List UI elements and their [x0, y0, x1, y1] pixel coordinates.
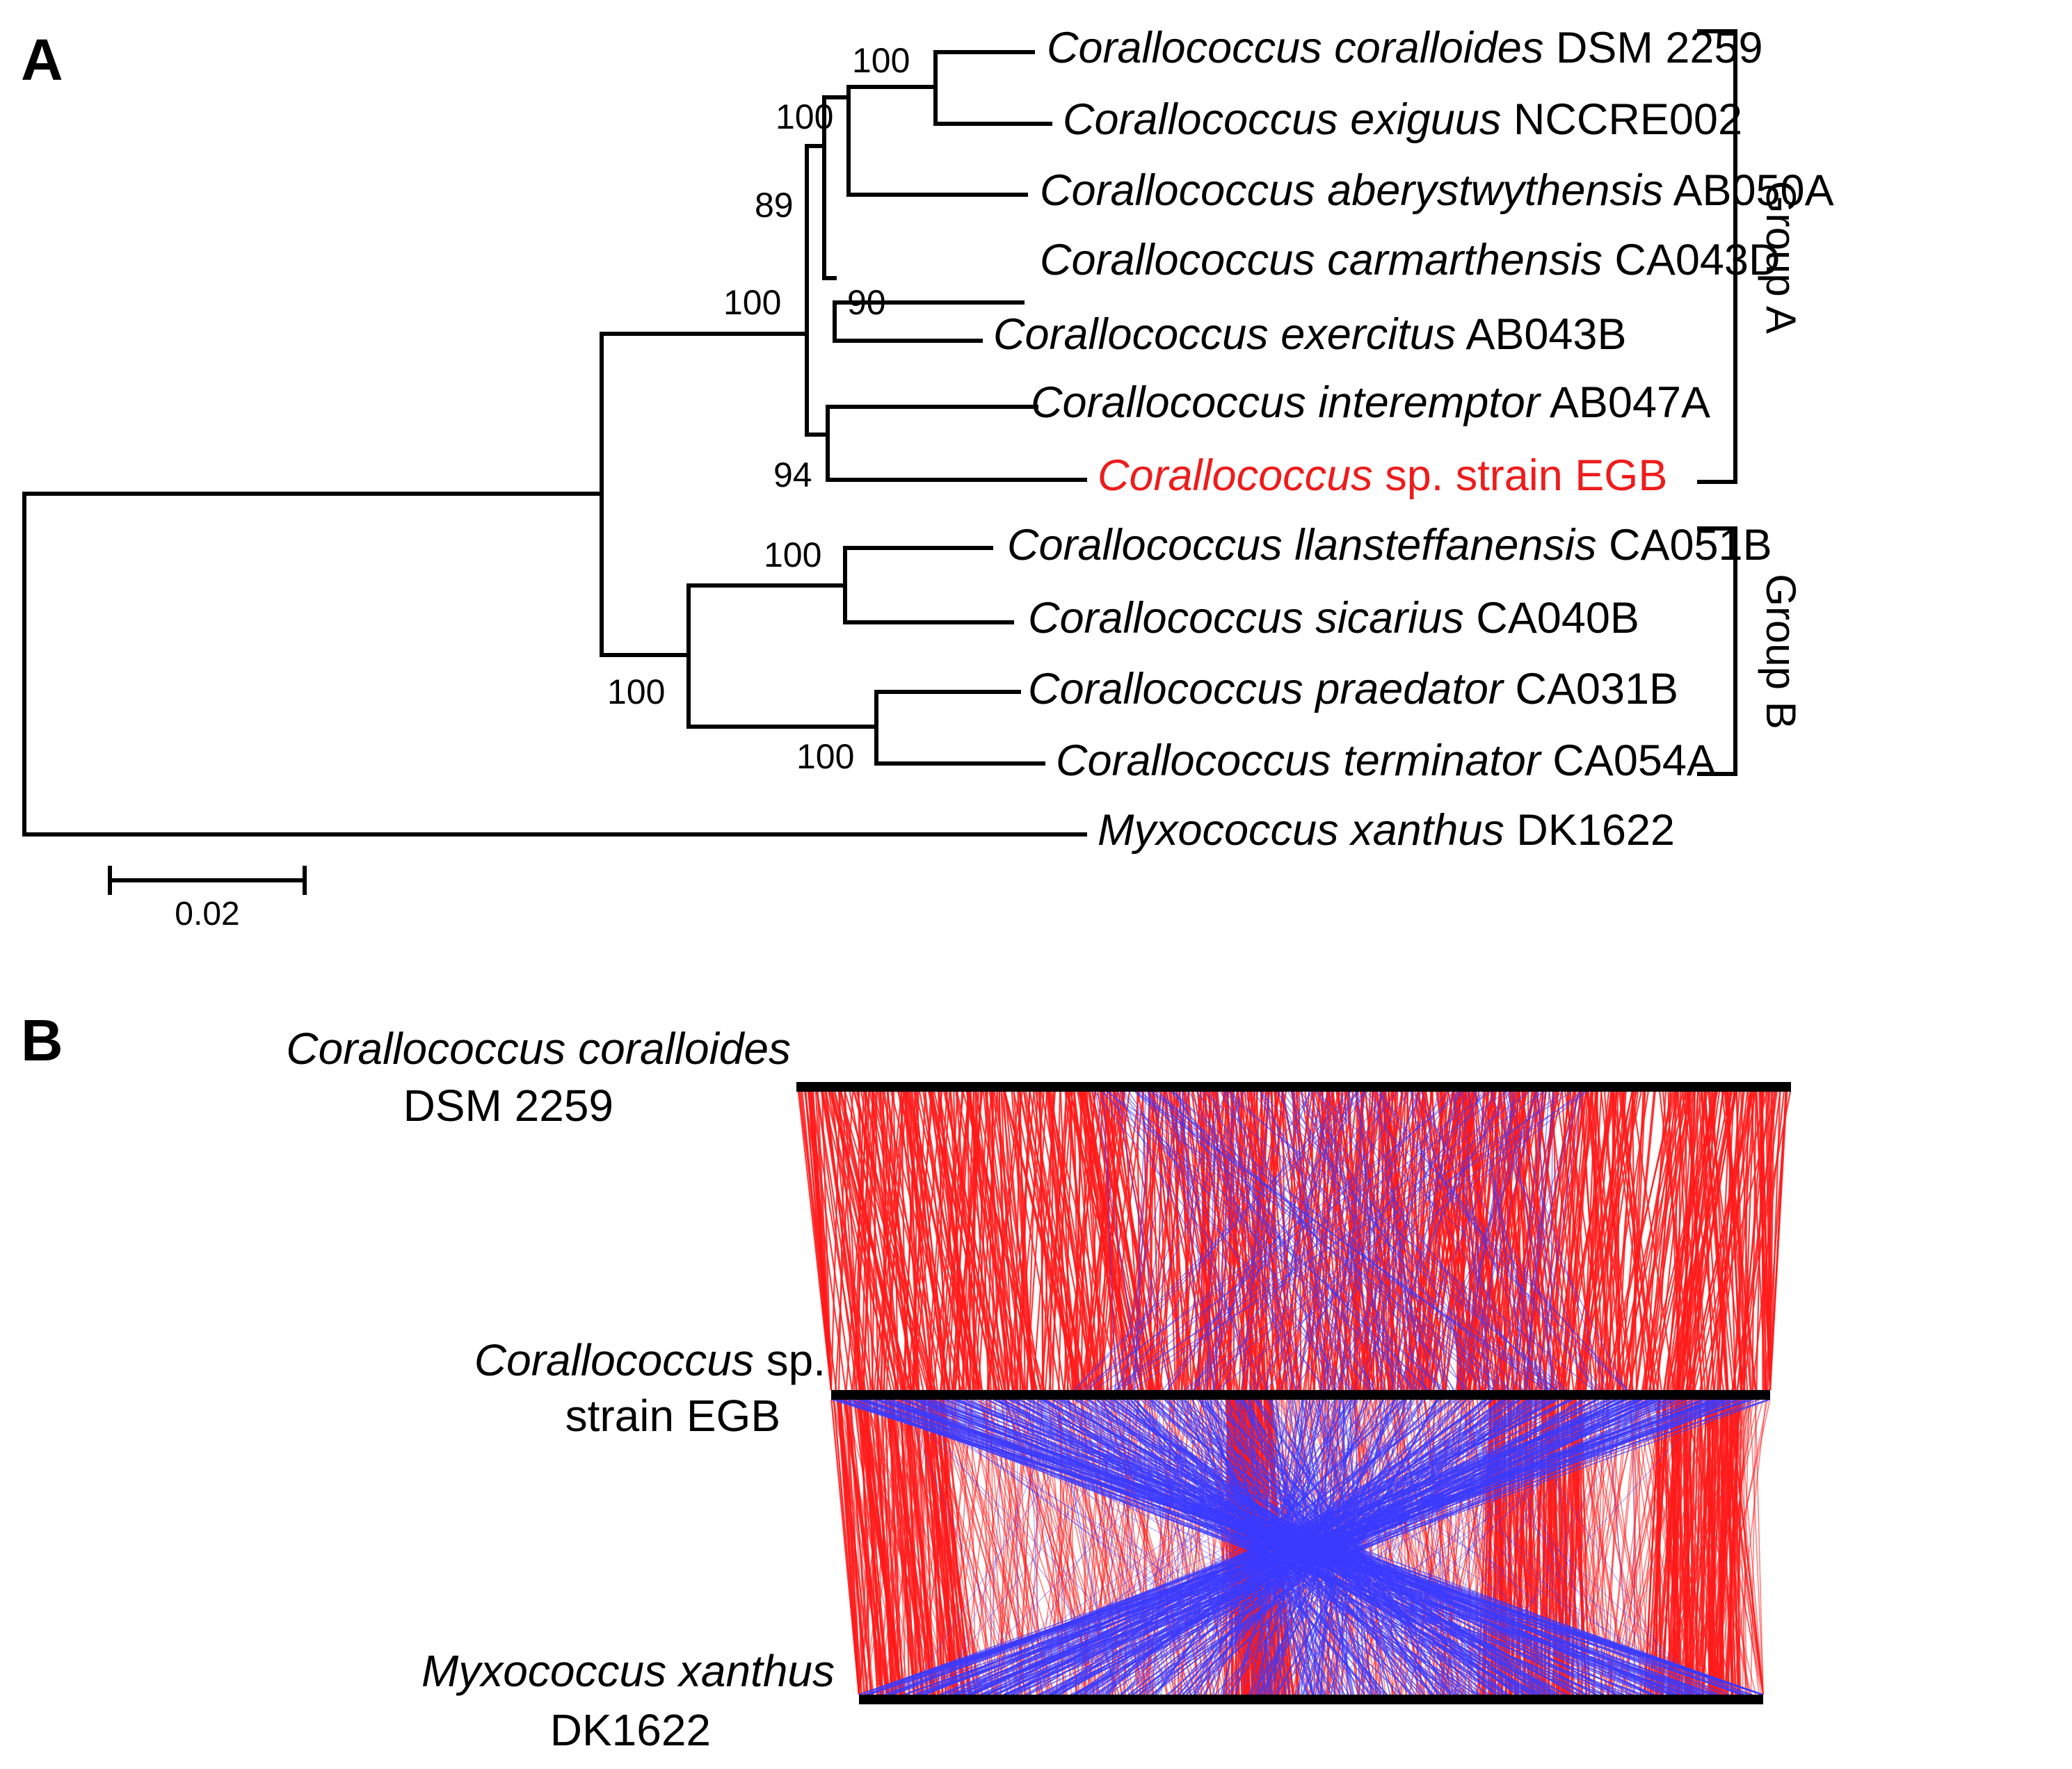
genome-bar-bottom	[859, 1695, 1763, 1704]
genome-bar-middle	[831, 1390, 1770, 1400]
bootstrap-value: 100	[723, 283, 781, 322]
bootstrap-value: 100	[776, 97, 833, 136]
genome-label-bottom-strain: DK1622	[550, 1705, 711, 1755]
genome-label-bottom: Myxococcus xanthus	[421, 1646, 835, 1696]
taxon-label: Corallococcus coralloides DSM 2259	[1047, 24, 1763, 72]
genome-labels: Corallococcus coralloides DSM 2259 Coral…	[286, 1024, 835, 1755]
taxon-label: Corallococcus llansteffanensis CA051B	[1007, 521, 1772, 570]
group-a-label: Group A	[1758, 181, 1804, 334]
taxon-label-highlighted: Corallococcus sp. strain EGB	[1098, 451, 1667, 500]
panel-b-label: B	[21, 1008, 63, 1073]
taxon-label: Corallococcus exiguus NCCRE002	[1063, 95, 1742, 144]
taxon-label: Corallococcus exercitus AB043B	[993, 310, 1627, 359]
taxon-label: Corallococcus carmarthensis CA043D	[1040, 236, 1780, 284]
genome-bar-top	[796, 1082, 1791, 1092]
synteny-top	[798, 1092, 1790, 1390]
synteny-bottom	[831, 1400, 1769, 1695]
synteny-link	[1524, 1092, 1525, 1390]
taxon-label: Corallococcus aberystwythensis AB050A	[1040, 166, 1834, 215]
taxon-label: Corallococcus praedator CA031B	[1028, 665, 1678, 713]
genome-label-top-strain: DSM 2259	[403, 1081, 613, 1131]
taxon-label: Myxococcus xanthus DK1622	[1098, 806, 1675, 855]
taxon-label: Corallococcus interemptor AB047A	[1031, 378, 1710, 427]
bootstrap-value: 100	[796, 737, 854, 776]
genome-label-middle-strain: strain EGB	[565, 1391, 780, 1441]
bootstrap-value: 94	[773, 455, 812, 494]
taxon-label: Corallococcus sicarius CA040B	[1028, 594, 1639, 643]
bootstrap-value: 100	[764, 535, 821, 574]
bootstrap-value: 100	[852, 41, 910, 80]
taxon-label: Corallococcus terminator CA054A	[1056, 736, 1716, 785]
taxon-labels: Corallococcus coralloides DSM 2259 Coral…	[993, 24, 1834, 855]
bootstrap-value: 100	[607, 672, 665, 711]
bootstrap-value: 90	[847, 283, 886, 322]
bootstrap-value: 89	[755, 186, 794, 225]
genome-label-middle: Corallococcus sp.	[474, 1335, 826, 1385]
genome-label-top: Corallococcus coralloides	[286, 1024, 791, 1074]
synteny-plot	[796, 1082, 1791, 1704]
panel-a-label: A	[21, 27, 63, 92]
scale-bar-label: 0.02	[175, 896, 239, 932]
scale-bar: 0.02	[110, 868, 305, 932]
phylogenetic-tree	[24, 52, 1085, 834]
group-b-label: Group B	[1758, 574, 1804, 729]
synteny-link	[1769, 1092, 1770, 1390]
